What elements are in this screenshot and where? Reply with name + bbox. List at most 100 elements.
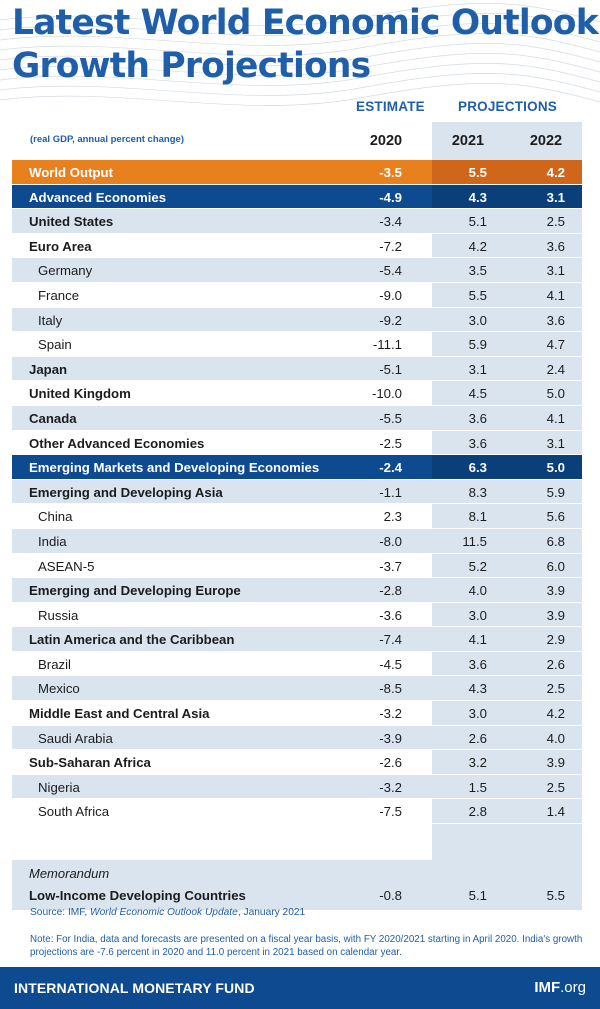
table-row: ASEAN-5 -3.7 5.2 6.0: [12, 553, 582, 579]
row-label: Latin America and the Caribbean: [29, 632, 235, 648]
projection-cell-shade: [432, 750, 582, 774]
value-2022: 2.4: [546, 361, 565, 377]
site-bold: IMF: [534, 979, 561, 996]
table-row-emerging-markets: Emerging Markets and Developing Economie…: [12, 455, 582, 480]
value-2021: 8.1: [468, 509, 487, 525]
imf-website-link[interactable]: IMF.org: [534, 979, 586, 996]
value-2022: 4.1: [546, 287, 565, 303]
table-row: Spain -11.1 5.9 4.7: [12, 332, 582, 357]
value-2021: 5.5: [468, 287, 487, 303]
table-row: Brazil -4.5 3.6 2.6: [12, 651, 582, 677]
footer-bar: INTERNATIONAL MONETARY FUND IMF.org: [0, 967, 600, 1009]
value-2021: 3.0: [468, 706, 487, 722]
value-2021: 3.1: [468, 361, 487, 377]
value-2021: 3.5: [468, 263, 487, 279]
projections-header: PROJECTIONS: [458, 99, 557, 114]
row-label: Other Advanced Economies: [29, 435, 205, 451]
value-2022: 3.6: [546, 312, 565, 328]
source-publication: World Economic Outlook Update: [90, 907, 238, 918]
value-2020: 2.3: [383, 509, 402, 525]
value-2020: -11.1: [372, 337, 402, 353]
value-2020: -8.0: [379, 533, 402, 549]
value-2022: 2.6: [546, 656, 565, 672]
projection-cell-shade: [432, 578, 582, 602]
table-row: Euro Area -7.2 4.2 3.6: [12, 233, 582, 259]
value-2020: -1.1: [379, 484, 402, 500]
projection-cell-shade: [432, 356, 582, 381]
value-2020: -5.4: [379, 263, 402, 279]
row-label: Canada: [29, 410, 77, 426]
value-2020: -2.4: [379, 460, 402, 476]
projection-cell-shade: [432, 651, 582, 676]
projection-cell-shade: [432, 774, 582, 799]
row-label: Emerging and Developing Asia: [29, 484, 223, 500]
projection-cell-shade: [432, 602, 582, 627]
value-2020: -3.6: [379, 607, 402, 623]
row-label: United Kingdom: [29, 386, 131, 402]
row-label: Japan: [29, 361, 68, 377]
table-row: Emerging and Developing Asia -1.1 8.3 5.9: [12, 479, 582, 505]
row-label: Mexico: [38, 681, 80, 697]
projection-cell-shade: [432, 332, 582, 356]
source-prefix: Source: IMF,: [30, 907, 91, 918]
row-label: India: [38, 533, 67, 549]
value-2020: -0.8: [379, 888, 402, 904]
row-label: World Output: [29, 165, 113, 180]
value-2021: 3.2: [468, 755, 487, 771]
table-row: Saudi Arabia -3.9 2.6 4.0: [12, 725, 582, 751]
row-label: Emerging and Developing Europe: [29, 583, 241, 599]
value-2020: -2.8: [379, 583, 402, 599]
value-2020: -7.4: [379, 632, 402, 648]
value-2020: -5.5: [379, 410, 402, 426]
site-rest: .org: [560, 979, 586, 996]
value-2022: 2.5: [546, 681, 565, 697]
wave-pattern-background: [0, 3, 600, 106]
row-label: Italy: [38, 312, 63, 328]
row-label: South Africa: [38, 804, 110, 820]
table-row: Emerging and Developing Europe -2.8 4.0 3.9: [12, 578, 582, 603]
table-row: United States -3.4 5.1 2.5: [12, 209, 582, 234]
table-row: Nigeria -3.2 1.5 2.5: [12, 774, 582, 800]
value-2022: 4.2: [546, 165, 565, 180]
table-row: China 2.3 8.1 5.6: [12, 504, 582, 529]
value-2022: 3.9: [546, 607, 565, 623]
value-2020: -2.6: [379, 755, 402, 771]
table-row: Germany -5.4 3.5 3.1: [12, 258, 582, 283]
title-line-1: Latest World Economic Outlook: [12, 3, 599, 43]
row-label: Brazil: [38, 656, 71, 672]
title-line-2: Growth Projections: [12, 46, 371, 86]
projection-cell-shade: [432, 701, 582, 725]
row-label: Euro Area: [29, 238, 92, 254]
projection-cell-shade: [432, 799, 582, 824]
value-2022: 3.9: [546, 755, 565, 771]
value-2022: 5.6: [546, 509, 565, 525]
row-label: Advanced Economies: [29, 189, 167, 205]
value-2020: -3.9: [379, 730, 402, 746]
value-2022: 6.8: [546, 533, 565, 549]
table-row: Mexico -8.5 4.3 2.5: [12, 676, 582, 702]
value-2022: 3.1: [546, 435, 565, 451]
row-label: France: [38, 287, 80, 303]
source-suffix: , January 2021: [237, 907, 306, 918]
value-2022: 3.1: [546, 189, 565, 205]
row-label: Germany: [38, 263, 93, 279]
value-2020: -3.7: [379, 558, 402, 574]
table-row: Middle East and Central Asia -3.2 3.0 4.2: [12, 701, 582, 726]
value-2020: -7.5: [379, 804, 402, 820]
table-row: India -8.0 11.5 6.8: [12, 528, 582, 554]
value-2021: 5.1: [468, 888, 487, 904]
projection-cell-shade: [432, 381, 582, 405]
projection-cell-shade: [432, 282, 582, 307]
value-2022: 4.2: [546, 706, 565, 722]
value-2020: -4.9: [379, 189, 402, 205]
row-label: Emerging Markets and Developing Economie…: [29, 460, 320, 476]
projection-cell-shade: [432, 307, 582, 332]
year-2021-header: 2021: [451, 133, 485, 149]
table-row: South Africa -7.5 2.8 1.4: [12, 799, 582, 825]
row-label: Nigeria: [38, 779, 80, 795]
value-2020: -3.2: [379, 779, 402, 795]
value-2021: 5.1: [468, 214, 487, 230]
value-2022: 5.9: [546, 484, 565, 500]
value-2021: 3.6: [468, 656, 487, 672]
table-row: Japan -5.1 3.1 2.4: [12, 356, 582, 382]
